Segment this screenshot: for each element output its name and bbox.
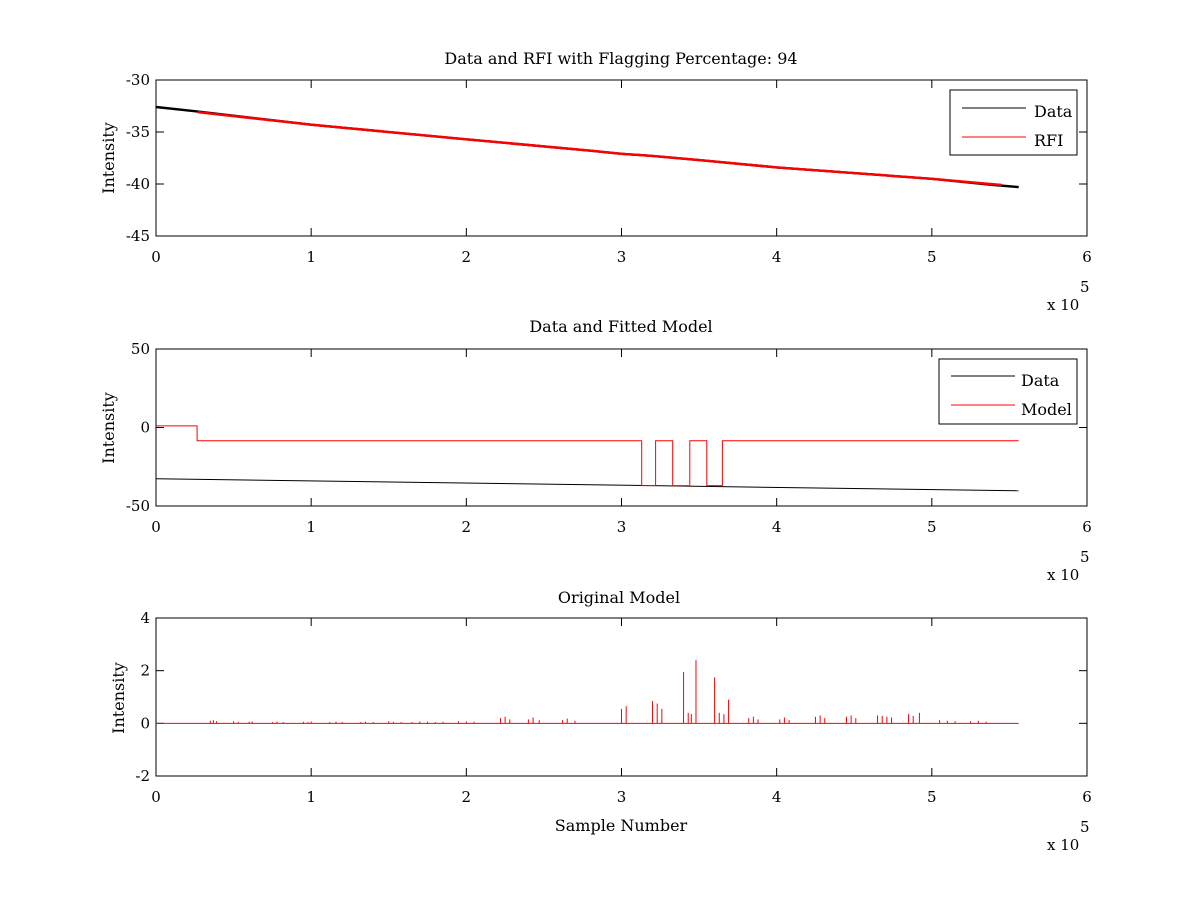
subplot-1-legend-box <box>949 89 1078 156</box>
subplot-2-legend: Data Model <box>938 358 1078 425</box>
x-tick-label: 4 <box>772 248 782 266</box>
x-tick-label: 4 <box>772 518 782 536</box>
subplot-1-x-exponent-power: 5 <box>1080 278 1090 296</box>
y-tick-label: 0 <box>140 714 150 732</box>
y-tick-label: 4 <box>140 609 150 627</box>
subplot-1-title: Data and RFI with Flagging Percentage: 9… <box>444 49 797 68</box>
subplot-3-y-ticks: 4 2 0 -2 <box>135 609 1087 785</box>
x-tick-label: 2 <box>462 248 472 266</box>
x-tick-label: 0 <box>151 248 161 266</box>
subplot-2-legend-model-label: Model <box>1021 400 1072 419</box>
x-tick-label: 0 <box>151 518 161 536</box>
subplot-3-x-ticks: 0 1 2 3 4 5 6 <box>151 618 1092 806</box>
subplot-2-x-exponent-base: x 10 <box>1047 566 1079 584</box>
x-tick-label: 4 <box>772 788 782 806</box>
x-tick-label: 5 <box>927 788 937 806</box>
x-tick-label: 5 <box>927 248 937 266</box>
subplot-3-x-exponent-power: 5 <box>1080 818 1090 836</box>
subplot-1-plot-area <box>155 105 1019 189</box>
subplot-2-x-exponent-power: 5 <box>1080 548 1090 566</box>
subplot-1-legend-data-label: Data <box>1034 102 1073 121</box>
y-tick-label: -35 <box>126 123 150 141</box>
x-tick-label: 2 <box>462 788 472 806</box>
x-tick-label: 1 <box>306 518 316 536</box>
series-line-rfi <box>197 111 1002 187</box>
subplot-1-legend-rfi-label: RFI <box>1034 131 1063 150</box>
series-line-data <box>155 478 1019 492</box>
x-tick-label: 0 <box>151 788 161 806</box>
subplot-1-x-exponent-base: x 10 <box>1047 296 1079 314</box>
subplot-2-legend-box <box>938 358 1078 425</box>
subplot-3-title: Original Model <box>558 588 680 607</box>
subplot-3-x-exponent-base: x 10 <box>1047 836 1079 854</box>
x-tick-label: 1 <box>306 248 316 266</box>
subplot-2-y-axis-label: Intensity <box>99 392 118 464</box>
y-tick-label: -45 <box>126 227 150 245</box>
x-tick-label: 1 <box>306 788 316 806</box>
x-tick-label: 3 <box>617 248 627 266</box>
subplot-2-title: Data and Fitted Model <box>529 317 712 336</box>
subplot-2-x-ticks: 0 1 2 3 4 5 6 <box>151 349 1092 536</box>
x-tick-label: 5 <box>927 518 937 536</box>
subplot-3-plot-area <box>156 660 1019 724</box>
subplot-2-legend-data-label: Data <box>1021 371 1060 390</box>
y-tick-label: -2 <box>135 767 150 785</box>
subplot-1-legend: Data RFI <box>949 89 1078 156</box>
y-tick-label: 2 <box>140 662 150 680</box>
subplot-1-axes-box <box>155 79 1088 237</box>
subplot-1-y-axis-label: Intensity <box>99 122 118 194</box>
x-tick-label: 2 <box>462 518 472 536</box>
subplot-2-axes-box <box>155 348 1088 507</box>
subplot-2-y-ticks: 50 0 -50 <box>126 340 1087 515</box>
subplot-1-y-ticks: -30 -35 -40 -45 <box>126 71 1087 245</box>
y-tick-label: 50 <box>131 340 150 358</box>
subplot-1-x-ticks: 0 1 2 3 4 5 6 <box>151 80 1092 266</box>
x-tick-label: 3 <box>617 518 627 536</box>
subplot-3-x-axis-label: Sample Number <box>555 816 688 835</box>
x-tick-label: 6 <box>1082 248 1092 266</box>
y-tick-label: -40 <box>126 175 150 193</box>
subplot-3-axes-box <box>155 617 1088 777</box>
y-tick-label: -30 <box>126 71 150 89</box>
y-tick-label: -50 <box>126 497 150 515</box>
subplot-3-y-axis-label: Intensity <box>109 662 128 734</box>
series-line-model <box>156 425 1019 487</box>
subplot-2-plot-area <box>155 425 1019 492</box>
subplot-1: Data and RFI with Flagging Percentage: 9… <box>99 49 1092 314</box>
x-tick-label: 3 <box>617 788 627 806</box>
x-tick-label: 6 <box>1082 518 1092 536</box>
x-tick-label: 6 <box>1082 788 1092 806</box>
y-tick-label: 0 <box>140 419 150 437</box>
